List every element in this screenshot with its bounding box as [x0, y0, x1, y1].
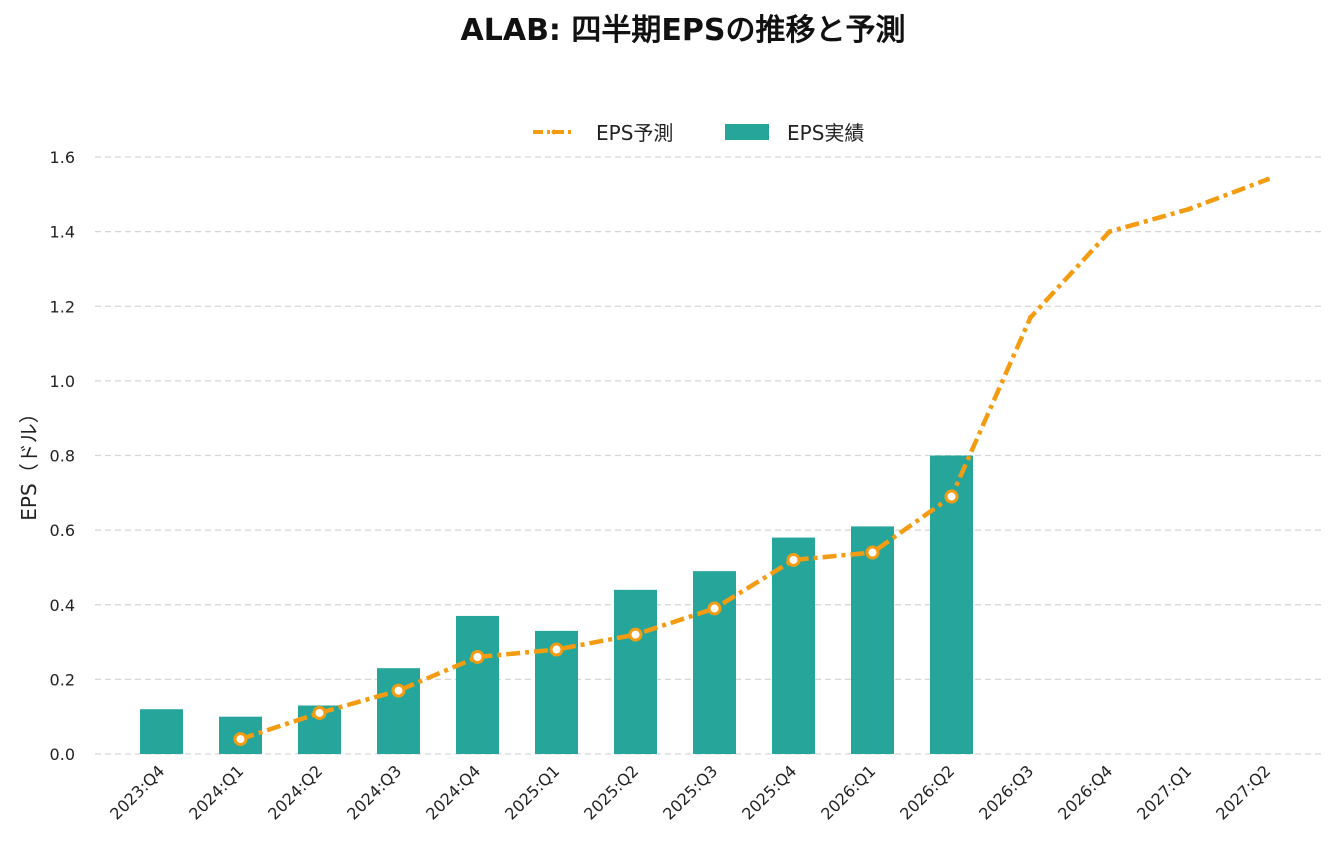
bar-actual-eps — [377, 668, 420, 754]
y-tick-label: 0.6 — [50, 521, 75, 540]
forecast-point — [786, 552, 801, 567]
legend-actual-swatch — [725, 124, 769, 140]
y-tick-label: 1.2 — [50, 297, 75, 316]
x-tick-label: 2024:Q4 — [422, 761, 484, 823]
x-axis-ticks: 2023:Q4 2024:Q1 2024:Q2 2024:Q3 2024:Q4 2025:… — [106, 761, 1274, 823]
x-tick-label: 2027:Q2 — [1212, 761, 1274, 823]
y-tick-label: 1.4 — [50, 223, 75, 242]
forecast-point — [470, 649, 485, 664]
forecast-point — [1265, 176, 1270, 182]
legend-forecast-label: EPS予測 — [596, 121, 673, 145]
bar-actual-eps — [930, 455, 973, 754]
x-tick-label: 2025:Q1 — [501, 761, 563, 823]
bar-actual-eps — [456, 615, 499, 754]
x-tick-label: 2024:Q3 — [343, 761, 405, 823]
bar-actual-eps — [140, 709, 183, 754]
forecast-point — [707, 601, 722, 616]
x-tick-label: 2027:Q1 — [1133, 761, 1195, 823]
x-tick-label: 2024:Q1 — [185, 761, 247, 823]
forecast-point — [233, 732, 248, 747]
x-tick-label: 2026:Q2 — [896, 761, 958, 823]
bar-actual-eps — [772, 537, 815, 754]
forecast-point — [391, 683, 406, 698]
forecast-point — [1186, 206, 1191, 212]
legend: EPS予測 EPS実績 — [533, 121, 864, 145]
x-tick-label: 2025:Q4 — [738, 761, 800, 823]
y-tick-label: 0.8 — [50, 447, 75, 466]
y-axis-ticks: 0.0 0.2 0.4 0.6 0.8 1.0 1.2 1.4 1.6 — [50, 148, 75, 764]
y-tick-label: 1.0 — [50, 372, 75, 391]
bars — [140, 455, 973, 754]
forecast-point — [944, 489, 959, 504]
x-tick-label: 2026:Q3 — [975, 761, 1037, 823]
x-tick-label: 2025:Q2 — [580, 761, 642, 823]
forecast-point — [549, 642, 564, 657]
y-tick-label: 0.2 — [50, 670, 75, 689]
chart-title: ALAB: 四半期EPSの推移と予測 — [461, 13, 906, 48]
forecast-point — [1107, 229, 1112, 235]
gridlines — [95, 156, 1325, 755]
x-tick-label: 2026:Q4 — [1054, 761, 1116, 823]
bar-actual-eps — [851, 526, 894, 754]
x-tick-label: 2024:Q2 — [264, 761, 326, 823]
x-tick-label: 2026:Q1 — [817, 761, 879, 823]
forecast-point — [628, 627, 643, 642]
legend-actual-label: EPS実績 — [787, 121, 864, 145]
bar-actual-eps — [614, 589, 657, 754]
x-tick-label: 2025:Q3 — [659, 761, 721, 823]
y-axis-label: EPS（ドル） — [17, 403, 41, 520]
x-tick-label: 2023:Q4 — [106, 761, 168, 823]
y-tick-label: 0.0 — [50, 745, 75, 764]
legend-forecast-marker — [551, 129, 557, 135]
forecast-point — [1028, 314, 1033, 320]
y-tick-label: 1.6 — [50, 148, 75, 167]
forecast-point — [865, 545, 880, 560]
forecast-line-group — [233, 176, 1270, 747]
forecast-line — [239, 177, 1269, 742]
forecast-point — [312, 705, 327, 720]
y-tick-label: 0.4 — [50, 596, 75, 615]
